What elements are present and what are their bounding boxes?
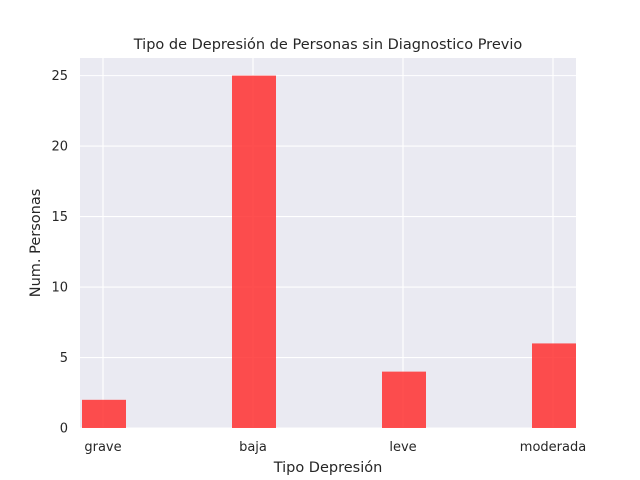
bar-baja [232, 75, 276, 428]
y-tick-label: 20 [51, 140, 68, 155]
x-tick-label: moderada [520, 440, 586, 455]
y-tick-label: 25 [51, 69, 68, 84]
y-tick-label: 10 [51, 281, 68, 296]
bar-grave [82, 399, 126, 428]
chart-title: Tipo de Depresión de Personas sin Diagno… [133, 37, 523, 53]
x-tick-label: baja [239, 440, 267, 455]
y-tick-label: 0 [60, 422, 68, 437]
x-axis-ticks: grave baja leve moderada [84, 440, 586, 455]
bars [82, 75, 576, 428]
y-axis-label: Num. Personas [28, 189, 44, 298]
x-axis-label: Tipo Depresión [273, 460, 383, 476]
y-axis-ticks: 0 5 10 15 20 25 [51, 69, 68, 436]
bar-leve [382, 371, 426, 428]
x-tick-label: grave [84, 440, 121, 455]
x-tick-label: leve [389, 440, 416, 455]
bar-moderada [532, 343, 576, 428]
y-tick-label: 5 [60, 351, 68, 366]
y-tick-label: 15 [51, 210, 68, 225]
plot-area [80, 58, 576, 428]
